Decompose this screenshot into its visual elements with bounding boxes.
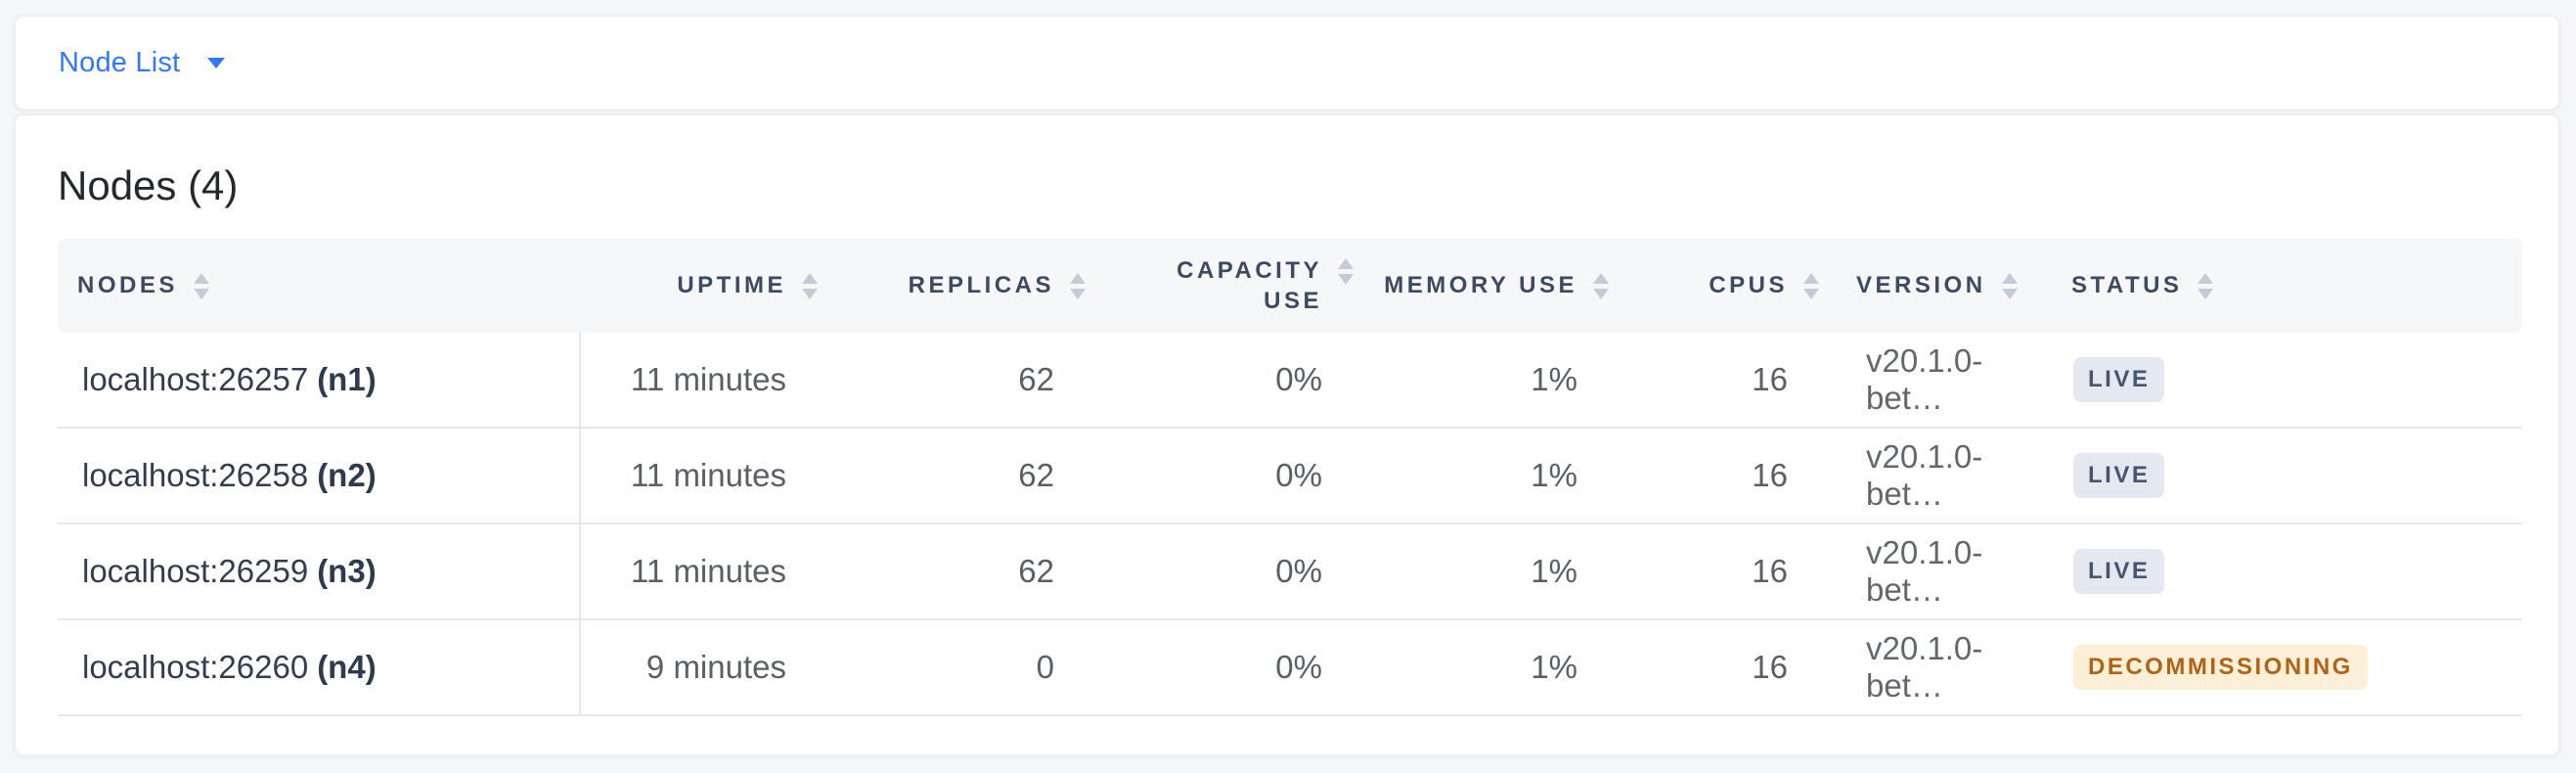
status-badge: DECOMMISSIONING bbox=[2073, 645, 2368, 690]
replicas-value: 62 bbox=[831, 429, 1099, 524]
uptime-value: 11 minutes bbox=[581, 333, 831, 429]
sort-arrows-icon bbox=[1803, 272, 1819, 299]
view-selector-card: Node List bbox=[14, 15, 2560, 111]
column-header-nodes[interactable]: NODES bbox=[58, 239, 581, 333]
capacity-use-value: 0% bbox=[1099, 333, 1367, 429]
capacity-use-value: 0% bbox=[1099, 524, 1367, 620]
caret-down-icon bbox=[207, 57, 226, 68]
cpus-value: 16 bbox=[1622, 333, 1833, 429]
status-badge: LIVE bbox=[2073, 357, 2165, 402]
column-label: VERSION bbox=[1856, 272, 1986, 298]
uptime-value: 11 minutes bbox=[581, 524, 831, 620]
uptime-value: 9 minutes bbox=[581, 620, 831, 716]
view-selector-label: Node List bbox=[59, 46, 181, 78]
sort-arrows-icon bbox=[2001, 272, 2018, 299]
table-header-row: NODES UPTIME REPLICAS CAPACITY USE MEMOR… bbox=[58, 239, 2522, 333]
status-badge: LIVE bbox=[2073, 549, 2165, 594]
column-header-status[interactable]: STATUS bbox=[2056, 239, 2522, 333]
nodes-table: NODES UPTIME REPLICAS CAPACITY USE MEMOR… bbox=[58, 239, 2522, 716]
node-address-link[interactable]: localhost:26260 bbox=[82, 649, 309, 685]
column-label: CAPACITY USE bbox=[1177, 256, 1322, 314]
memory-use-value: 1% bbox=[1367, 524, 1622, 620]
node-address-link[interactable]: localhost:26259 bbox=[82, 553, 309, 589]
sort-arrows-icon bbox=[193, 272, 209, 299]
sort-arrows-icon bbox=[1338, 257, 1354, 285]
version-value: v20.1.0-bet… bbox=[1833, 429, 2056, 524]
node-id: (n3) bbox=[317, 553, 377, 589]
column-header-cpus[interactable]: CPUS bbox=[1622, 239, 1833, 333]
column-header-memory-use[interactable]: MEMORY USE bbox=[1367, 239, 1622, 333]
node-row: localhost:26259 (n3) 11 minutes 62 0% 1% … bbox=[58, 524, 2522, 620]
nodes-section-title: Nodes (4) bbox=[58, 162, 239, 208]
memory-use-value: 1% bbox=[1367, 620, 1622, 716]
version-value: v20.1.0-bet… bbox=[1833, 620, 2056, 716]
version-value: v20.1.0-bet… bbox=[1833, 524, 2056, 620]
capacity-use-value: 0% bbox=[1099, 620, 1367, 716]
sort-arrows-icon bbox=[802, 272, 818, 299]
column-header-version[interactable]: VERSION bbox=[1833, 239, 2056, 333]
replicas-value: 62 bbox=[831, 524, 1099, 620]
column-label: MEMORY USE bbox=[1384, 272, 1577, 298]
node-id: (n1) bbox=[317, 361, 377, 397]
version-value: v20.1.0-bet… bbox=[1833, 333, 2056, 429]
node-row: localhost:26260 (n4) 9 minutes 0 0% 1% 16… bbox=[58, 620, 2522, 716]
sort-arrows-icon bbox=[1070, 272, 1086, 299]
replicas-value: 62 bbox=[831, 333, 1099, 429]
view-selector-dropdown[interactable]: Node List bbox=[59, 46, 226, 79]
cpus-value: 16 bbox=[1622, 620, 1833, 716]
cpus-value: 16 bbox=[1622, 429, 1833, 524]
memory-use-value: 1% bbox=[1367, 333, 1622, 429]
node-id: (n2) bbox=[317, 457, 377, 493]
column-label: UPTIME bbox=[677, 272, 786, 298]
memory-use-value: 1% bbox=[1367, 429, 1622, 524]
node-row: localhost:26257 (n1) 11 minutes 62 0% 1% … bbox=[58, 333, 2522, 429]
column-label: STATUS bbox=[2071, 272, 2183, 298]
node-id: (n4) bbox=[317, 649, 377, 685]
column-header-capacity-use[interactable]: CAPACITY USE bbox=[1099, 239, 1367, 333]
node-address-link[interactable]: localhost:26257 bbox=[82, 361, 309, 397]
sort-arrows-icon bbox=[1593, 272, 1609, 299]
nodes-card: Nodes (4) NODES UPTIME REPLICAS bbox=[14, 114, 2560, 756]
column-label: NODES bbox=[77, 272, 178, 298]
node-address-link[interactable]: localhost:26258 bbox=[82, 457, 309, 493]
status-badge: LIVE bbox=[2073, 453, 2165, 498]
column-label: REPLICAS bbox=[908, 272, 1054, 298]
column-label: CPUS bbox=[1709, 272, 1788, 298]
sort-arrows-icon bbox=[2198, 272, 2214, 299]
capacity-use-value: 0% bbox=[1099, 429, 1367, 524]
node-row: localhost:26258 (n2) 11 minutes 62 0% 1% … bbox=[58, 429, 2522, 524]
uptime-value: 11 minutes bbox=[581, 429, 831, 524]
column-header-replicas[interactable]: REPLICAS bbox=[831, 239, 1099, 333]
cpus-value: 16 bbox=[1622, 524, 1833, 620]
column-header-uptime[interactable]: UPTIME bbox=[581, 239, 831, 333]
replicas-value: 0 bbox=[831, 620, 1099, 716]
